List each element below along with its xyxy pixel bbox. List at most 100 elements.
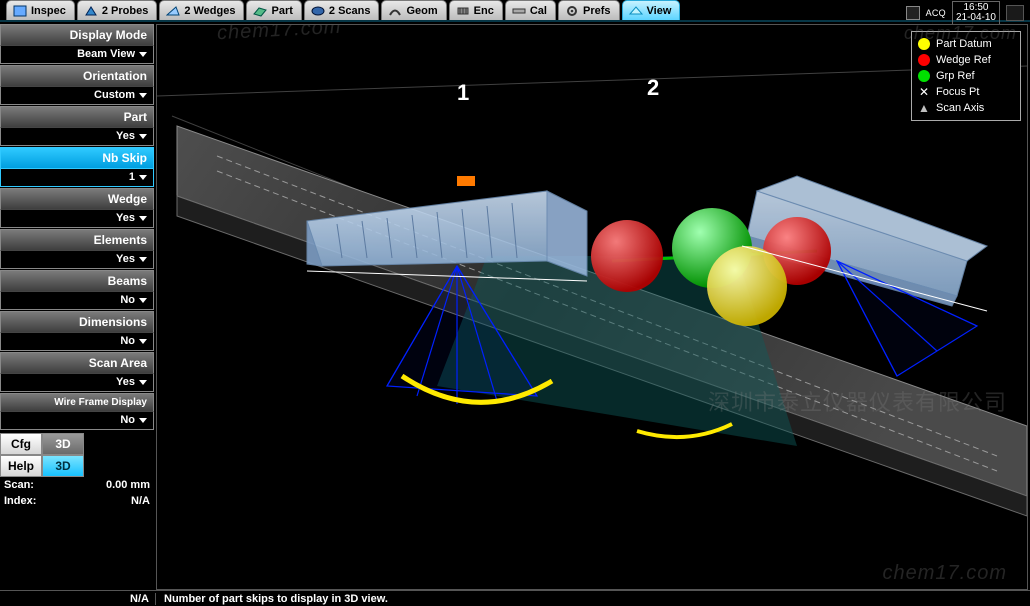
prop-header: Part [0,106,154,127]
tab-part[interactable]: Part [246,0,301,20]
prop-value[interactable]: Yes [0,373,154,392]
tab-geom[interactable]: Geom [381,0,446,20]
clock: 16:50 21-04-10 [952,1,1000,25]
prop-value[interactable]: No [0,332,154,351]
tab-label: Prefs [583,5,611,17]
spacer [84,455,154,477]
legend-swatch [918,38,930,50]
prop-value[interactable]: No [0,411,154,430]
tab-label: 2 Wedges [184,5,235,17]
legend-label: Focus Pt [936,86,979,98]
tab-label: Cal [530,5,547,17]
prop-header: Display Mode [0,24,154,45]
status-bar: N/A Number of part skips to display in 3… [0,590,1030,606]
legend-row: Wedge Ref [918,52,1014,68]
readout-value: N/A [131,495,150,507]
prop-value[interactable]: 1 [0,168,154,187]
tab-inspec[interactable]: Inspec [6,0,75,20]
chevron-down-icon [139,257,147,262]
chevron-down-icon [139,380,147,385]
keyboard-icon[interactable] [1006,5,1024,21]
chevron-down-icon [139,216,147,221]
prop-header: Elements [0,229,154,250]
clock-date: 21-04-10 [956,13,996,23]
prop-scan-area[interactable]: Scan AreaYes [0,352,154,393]
chevron-down-icon [139,134,147,139]
tab-label: 2 Probes [102,5,148,17]
prop-beams[interactable]: BeamsNo [0,270,154,311]
chevron-down-icon [139,175,147,180]
tab-scans[interactable]: 2 Scans [304,0,380,20]
chevron-down-icon [139,418,147,423]
tab-probes[interactable]: 2 Probes [77,0,157,20]
button-row-1: Cfg 3D [0,433,154,455]
status-na: N/A [0,593,156,605]
prop-value[interactable]: No [0,291,154,310]
readout-scan: Scan: 0.00 mm [0,477,154,493]
legend-symbol-arrow: ▲ [918,102,930,114]
button-row-2: Help 3D [0,455,154,477]
scene-label-1: 1 [457,80,469,106]
legend-swatch [918,70,930,82]
chevron-down-icon [139,339,147,344]
ref-sphere [591,220,663,292]
prop-elements[interactable]: ElementsYes [0,229,154,270]
legend-label: Part Datum [936,38,992,50]
tab-view[interactable]: View [622,0,681,20]
spacer [84,433,154,455]
prop-value[interactable]: Yes [0,127,154,146]
prop-header: Orientation [0,65,154,86]
prop-part[interactable]: PartYes [0,106,154,147]
orange-marker [457,176,475,186]
legend-symbol-x: ✕ [918,86,930,98]
prop-header: Dimensions [0,311,154,332]
legend: Part Datum Wedge Ref Grp Ref ✕ Focus Pt ▲Scan… [911,31,1021,121]
status-indicator [906,6,920,20]
prop-wire-frame-display[interactable]: Wire Frame DisplayNo [0,393,154,431]
legend-label: Grp Ref [936,70,975,82]
legend-row: ▲Scan Axis [918,100,1014,116]
prop-header: Wire Frame Display [0,393,154,411]
3d-scene-svg [157,25,1027,589]
sidebar: Display ModeBeam ViewOrientationCustomPa… [0,24,154,590]
chevron-down-icon [139,298,147,303]
readout-index: Index: N/A [0,493,154,507]
legend-label: Wedge Ref [936,54,991,66]
3d-view[interactable]: 1 2 Part Datum Wedge Ref Grp Ref ✕ Focus Pt ▲… [156,24,1028,590]
cfg-button[interactable]: Cfg [0,433,42,455]
prop-value[interactable]: Custom [0,86,154,105]
help-button[interactable]: Help [0,455,42,477]
prop-header: Nb Skip [0,147,154,168]
tab-wedges[interactable]: 2 Wedges [159,0,244,20]
3d-button-b[interactable]: 3D [42,455,84,477]
prop-header: Wedge [0,188,154,209]
tab-prefs[interactable]: Prefs [558,0,620,20]
prop-header: Scan Area [0,352,154,373]
prop-header: Beams [0,270,154,291]
readout-value: 0.00 mm [106,479,150,491]
prop-value[interactable]: Beam View [0,45,154,64]
prop-value[interactable]: Yes [0,209,154,228]
legend-row: ✕ Focus Pt [918,84,1014,100]
3d-button-a[interactable]: 3D [42,433,84,455]
tab-enc[interactable]: Enc [449,0,503,20]
tab-label: Geom [406,5,437,17]
prop-nb-skip[interactable]: Nb Skip1 [0,147,154,188]
tab-label: View [647,5,672,17]
chevron-down-icon [139,93,147,98]
tab-label: 2 Scans [329,5,371,17]
prop-value[interactable]: Yes [0,250,154,269]
tab-label: Enc [474,5,494,17]
legend-row: Part Datum [918,36,1014,52]
prop-orientation[interactable]: OrientationCustom [0,65,154,106]
tab-label: Part [271,5,292,17]
readout-label: Scan: [4,479,34,491]
ref-sphere [707,246,787,326]
chevron-down-icon [139,52,147,57]
prop-dimensions[interactable]: DimensionsNo [0,311,154,352]
tab-label: Inspec [31,5,66,17]
prop-display-mode[interactable]: Display ModeBeam View [0,24,154,65]
prop-wedge[interactable]: WedgeYes [0,188,154,229]
scene-label-2: 2 [647,75,659,101]
tab-cal[interactable]: Cal [505,0,556,20]
